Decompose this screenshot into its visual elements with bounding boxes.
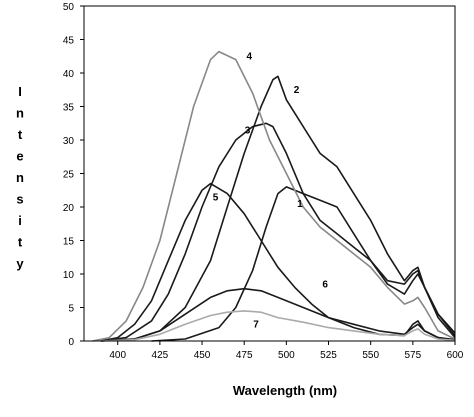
curve-label-4: 4 [246,52,252,63]
y-axis-title-letter: t [18,127,23,142]
annotation-layer: 1 2 3 4 5 6 7 [213,52,329,331]
y-tick-label: 5 [68,304,74,315]
series-line-4 [92,50,456,342]
curve-label-3: 3 [245,125,251,136]
x-axis-title: Wavelength (nm) [233,383,337,398]
series-line-7 [100,310,456,342]
y-axis-title-letter: I [18,84,22,99]
series-line-1 [151,186,456,342]
curve-label-7: 7 [253,320,259,331]
y-tick-label: 35 [63,103,75,114]
curve-label-1: 1 [297,199,303,210]
y-tick-label: 15 [63,237,75,248]
y-axis-title-letter: t [18,235,23,250]
x-tick-label: 600 [447,350,464,361]
series-line-2 [100,75,456,342]
x-tick-label: 450 [194,350,211,361]
series-line-6 [100,287,456,342]
y-tick-label: 30 [63,136,75,147]
curve-label-2: 2 [294,85,300,96]
x-tick-label: 575 [404,350,421,361]
y-tick-label: 10 [63,270,75,281]
series-layer [92,50,456,342]
curve-label-6: 6 [322,279,328,290]
y-tick-label: 25 [63,170,75,181]
y-axis-title-letter: n [16,170,24,185]
y-tick-label: 20 [63,203,75,214]
series-line-5 [100,182,456,342]
series-line-3 [100,122,456,342]
y-axis-title-letter: e [16,149,23,164]
x-tick-label: 550 [362,350,379,361]
curve-label-5: 5 [213,192,219,203]
x-tick-label: 525 [320,350,337,361]
y-axis-title-letter: s [16,192,23,207]
x-tick-label: 425 [152,350,169,361]
y-tick-label: 0 [68,337,74,348]
y-tick-label: 50 [63,2,75,13]
y-axis-title-letter: y [16,256,24,271]
x-tick-label: 500 [278,350,295,361]
y-tick-label: 45 [63,36,75,47]
y-tick-label: 40 [63,69,75,80]
x-tick-label: 400 [109,350,126,361]
y-axis-title-letter: n [16,106,24,121]
y-axis-title-letter: i [18,213,22,228]
x-tick-label: 475 [236,350,253,361]
